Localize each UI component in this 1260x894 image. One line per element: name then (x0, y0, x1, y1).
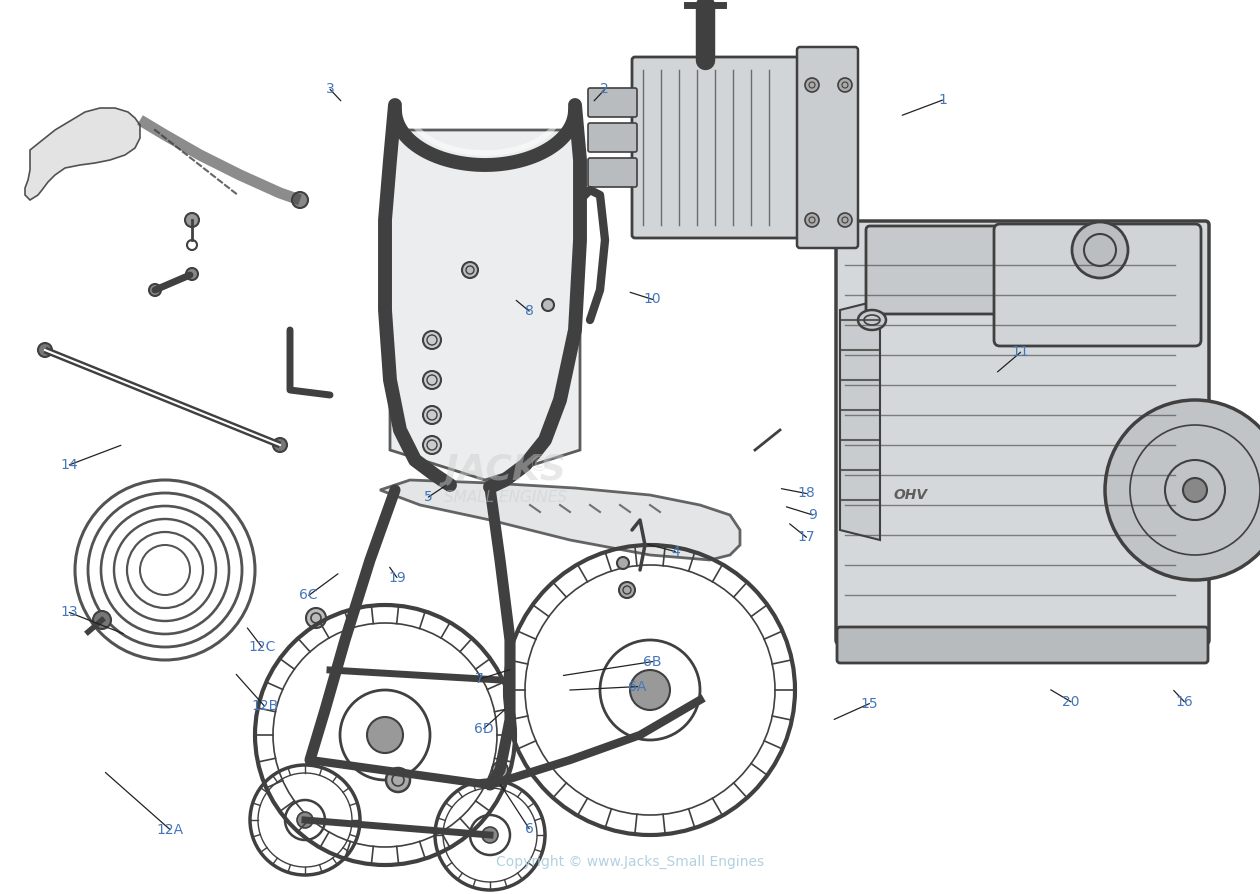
Circle shape (630, 670, 670, 710)
Circle shape (491, 762, 508, 778)
Circle shape (1105, 400, 1260, 580)
Polygon shape (25, 108, 140, 200)
Circle shape (93, 611, 111, 629)
Circle shape (805, 213, 819, 227)
Polygon shape (840, 300, 879, 540)
FancyBboxPatch shape (835, 221, 1210, 644)
Text: 13: 13 (60, 605, 78, 620)
Text: OHV: OHV (893, 488, 927, 502)
Text: 12C: 12C (248, 640, 276, 654)
Ellipse shape (858, 310, 886, 330)
Text: 10: 10 (644, 292, 662, 307)
Circle shape (386, 768, 410, 792)
Circle shape (423, 331, 441, 349)
Circle shape (273, 438, 287, 452)
Text: 4: 4 (672, 544, 679, 559)
Circle shape (542, 299, 554, 311)
FancyBboxPatch shape (994, 224, 1201, 346)
Circle shape (297, 812, 312, 828)
Circle shape (186, 268, 198, 280)
Text: 6C: 6C (300, 588, 318, 603)
Circle shape (38, 343, 52, 357)
FancyBboxPatch shape (798, 47, 858, 248)
Text: 6D: 6D (474, 721, 494, 736)
Circle shape (423, 406, 441, 424)
Circle shape (619, 582, 635, 598)
Circle shape (805, 78, 819, 92)
Text: 7: 7 (475, 672, 483, 687)
Text: 5: 5 (425, 490, 432, 504)
Circle shape (367, 717, 403, 753)
Text: Copyright © www.Jacks_Small Engines: Copyright © www.Jacks_Small Engines (496, 855, 764, 869)
Text: 1: 1 (937, 93, 948, 107)
Text: 17: 17 (798, 530, 815, 544)
FancyBboxPatch shape (588, 158, 638, 187)
FancyBboxPatch shape (588, 123, 638, 152)
Circle shape (423, 436, 441, 454)
Polygon shape (391, 130, 580, 480)
Circle shape (306, 608, 326, 628)
Circle shape (423, 371, 441, 389)
Text: 11: 11 (1012, 345, 1029, 359)
Circle shape (838, 213, 852, 227)
Text: 19: 19 (388, 570, 406, 585)
Text: 2: 2 (601, 82, 609, 97)
Circle shape (149, 284, 161, 296)
Text: 6: 6 (524, 822, 534, 836)
Circle shape (292, 192, 307, 208)
Text: 6B: 6B (644, 654, 662, 669)
FancyBboxPatch shape (837, 627, 1208, 663)
Circle shape (838, 78, 852, 92)
Text: 6A: 6A (629, 679, 646, 694)
Circle shape (1183, 478, 1207, 502)
Text: 8: 8 (524, 304, 534, 318)
Text: 20: 20 (1062, 695, 1080, 709)
Circle shape (1072, 222, 1128, 278)
Text: 12B: 12B (251, 699, 278, 713)
Text: 14: 14 (60, 458, 78, 472)
Text: 9: 9 (808, 508, 818, 522)
Text: SMALL ENGINES: SMALL ENGINES (444, 491, 567, 505)
Polygon shape (381, 480, 740, 560)
Circle shape (483, 827, 498, 843)
Circle shape (462, 262, 478, 278)
Circle shape (185, 213, 199, 227)
FancyBboxPatch shape (633, 57, 803, 238)
Text: JACKS: JACKS (445, 453, 566, 487)
Circle shape (617, 557, 629, 569)
Text: 18: 18 (798, 486, 815, 501)
Text: ©: © (528, 455, 549, 475)
FancyBboxPatch shape (866, 226, 1159, 314)
Text: 16: 16 (1176, 695, 1193, 709)
Text: 3: 3 (326, 82, 334, 97)
Text: 12A: 12A (156, 822, 184, 837)
Text: 15: 15 (861, 696, 878, 711)
FancyBboxPatch shape (588, 88, 638, 117)
